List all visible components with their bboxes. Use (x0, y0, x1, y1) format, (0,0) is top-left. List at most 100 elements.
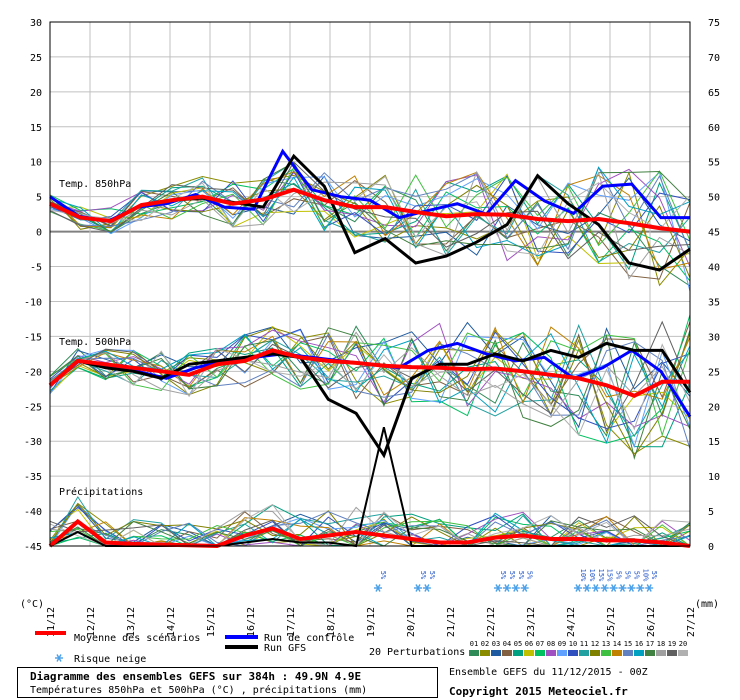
snowflake-icon (582, 584, 591, 592)
snowflake-icon (494, 584, 502, 592)
ensemble-member-precip (49, 520, 691, 547)
legend-pert-id: 20 (679, 640, 687, 648)
snowflake-stroke (522, 584, 528, 592)
footer-run-info: Ensemble GEFS du 11/12/2015 - 00Z (449, 667, 648, 678)
snow-risk-pct: 10% (588, 569, 596, 582)
ensemble-member-line (49, 161, 691, 263)
y-right-tick: 20 (708, 402, 720, 413)
y-right-tick: 15 (708, 437, 720, 448)
snowflake-icon (618, 584, 627, 592)
snowflake-icon (422, 584, 431, 592)
ensemble-member-line (49, 174, 691, 279)
snowflake-stroke (610, 584, 617, 592)
legend-pert-swatch (656, 650, 666, 656)
legend-pert-swatch (645, 650, 655, 656)
snowflake-icon (609, 584, 618, 592)
ensemble-member-precip (49, 520, 691, 547)
y-right-tick: 45 (708, 228, 720, 239)
snowflake-icon (574, 584, 582, 592)
snowflake-stroke (504, 584, 510, 592)
legend-pert-swatch (612, 650, 622, 656)
legend-pert-id: 10 (569, 640, 577, 648)
snow-risk-pct: 5% (632, 571, 640, 580)
y-left-tick: -5 (30, 263, 42, 274)
legend-pert-swatch (480, 650, 490, 656)
snowflake-stroke (637, 584, 643, 592)
label-precip: Précipitations (59, 486, 143, 498)
snowflake-icon (645, 584, 654, 592)
snowflake-icon (55, 654, 63, 662)
footer-subtitle: Températures 850hPa et 500hPa (°C) , pré… (30, 685, 368, 696)
x-tick-label: 16/12 (246, 607, 257, 637)
legend-pert-id: 09 (558, 640, 566, 648)
legend-pert-swatch (469, 650, 479, 656)
y-left-tick: 5 (36, 193, 42, 204)
snow-risk-pct: 5% (526, 571, 534, 580)
footer-copyright: Copyright 2015 Meteociel.fr (449, 685, 628, 698)
y-left-tick: -20 (24, 367, 42, 378)
ensemble-member-precip (49, 511, 691, 547)
legend-pert-swatch (513, 650, 523, 656)
x-tick-label: 22/12 (486, 607, 497, 637)
y-left-tick: -45 (24, 542, 42, 553)
legend-pert-id: 08 (547, 640, 555, 648)
snowflake-icon (414, 584, 422, 592)
x-tick-label: 23/12 (526, 607, 537, 637)
snowflake-icon (627, 584, 636, 592)
y-right-tick: 10 (708, 472, 720, 483)
precip-mean-line (48, 518, 691, 549)
legend-perturbations-label: 20 Perturbations (369, 647, 465, 658)
y-right-tick: 35 (708, 297, 720, 308)
snow-risk-pct: 15% (606, 569, 614, 582)
ensemble-member-precip (49, 506, 691, 547)
snow-risk-pct: 5% (624, 571, 632, 580)
legend-pert-swatch (678, 650, 688, 656)
plot-frame (49, 21, 691, 547)
legend-pert-swatch (579, 650, 589, 656)
legend-pert-id: 04 (503, 640, 511, 648)
legend-pert-swatch (568, 650, 578, 656)
y-left-tick: -30 (24, 437, 42, 448)
legend-pert-swatch (623, 650, 633, 656)
legend-pert-swatch (634, 650, 644, 656)
y-left-tick: 15 (30, 123, 42, 134)
y-left-tick: 30 (30, 18, 42, 29)
legend-snow-label: Risque neige (74, 654, 146, 665)
x-tick-label: 25/12 (606, 607, 617, 637)
label-temp-850: Temp. 850hPa (59, 179, 131, 190)
snow-risk-pct: 5% (499, 571, 507, 580)
legend-pert-swatch (601, 650, 611, 656)
snow-risk-markers: 5% 5% 5% 5% 5% 5% 5% 10% 10% 15% 15% 5% 5% 5% 10% 5% (374, 569, 658, 592)
x-tick-label: 18/12 (326, 607, 337, 637)
y-left-tick: -10 (24, 297, 42, 308)
legend-pert-id: 13 (602, 640, 610, 648)
y-left-unit: (°C) (20, 599, 44, 610)
snowflake-stroke (513, 584, 519, 592)
snowflake-icon (636, 584, 645, 592)
y-right-tick: 65 (708, 88, 720, 99)
legend-pert-swatch (491, 650, 501, 656)
y-right-tick: 30 (708, 332, 720, 343)
snowflake-icon (520, 584, 529, 592)
legend-pert-id: 01 (470, 640, 478, 648)
legend-pert-id: 02 (481, 640, 489, 648)
legend-pert-swatch (535, 650, 545, 656)
legend-pert-id: 17 (646, 640, 654, 648)
snow-risk-pct: 5% (379, 571, 387, 580)
x-tick-label: 14/12 (166, 607, 177, 637)
y-right-tick: 50 (708, 193, 720, 204)
y-left-tick: 0 (36, 228, 42, 239)
snowflake-icon (600, 584, 609, 592)
y-left-tick: -25 (24, 402, 42, 413)
label-temp-500: Temp. 500hPa (59, 337, 131, 348)
ensemble-member-line (49, 161, 691, 260)
legend-pert-id: 06 (525, 640, 533, 648)
snowflake-stroke (593, 584, 599, 592)
y-left-tick: -40 (24, 507, 42, 518)
legend-pert-id: 12 (591, 640, 599, 648)
snowflake-stroke (375, 584, 381, 592)
legend-pert-id: 11 (580, 640, 588, 648)
ensemble-member-precip (49, 495, 691, 547)
t500-mean-line (48, 348, 690, 398)
y-right-tick: 55 (708, 158, 720, 169)
